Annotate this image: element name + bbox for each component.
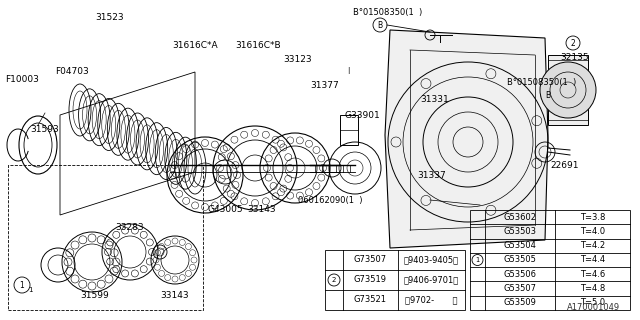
Text: G53602: G53602 <box>504 213 536 222</box>
Text: T=4.8: T=4.8 <box>580 284 605 293</box>
Text: 33123: 33123 <box>284 55 312 65</box>
Bar <box>548 55 588 125</box>
Text: G33901: G33901 <box>344 110 380 119</box>
Text: F04703: F04703 <box>55 68 89 76</box>
Text: 1: 1 <box>28 287 32 293</box>
Text: 31377: 31377 <box>310 81 339 90</box>
Text: T=3.8: T=3.8 <box>580 213 605 222</box>
Text: 33143: 33143 <box>248 205 276 214</box>
Text: 33283: 33283 <box>116 222 144 231</box>
Text: 31616C*A: 31616C*A <box>172 41 218 50</box>
Text: 2: 2 <box>332 277 336 283</box>
Text: G73507: G73507 <box>354 255 387 265</box>
Bar <box>340 115 358 145</box>
Polygon shape <box>385 30 548 248</box>
Text: 22691: 22691 <box>551 161 579 170</box>
Bar <box>548 60 588 120</box>
Text: B°01508350(1  ): B°01508350(1 ) <box>508 77 577 86</box>
Text: 32135: 32135 <box>561 52 589 61</box>
Text: 〧9403-9405〉: 〧9403-9405〉 <box>404 255 459 265</box>
Text: 1: 1 <box>476 257 479 263</box>
Text: G43005: G43005 <box>207 205 243 214</box>
Text: 〧9702-       〉: 〧9702- 〉 <box>405 295 458 305</box>
Text: G53507: G53507 <box>504 284 536 293</box>
Circle shape <box>540 62 596 118</box>
Text: B: B <box>545 91 550 100</box>
Bar <box>470 210 630 310</box>
Text: 2: 2 <box>571 38 575 47</box>
Text: 31337: 31337 <box>418 171 446 180</box>
Text: T=4.6: T=4.6 <box>580 270 605 279</box>
Text: |: | <box>347 67 349 74</box>
Text: T=5.0: T=5.0 <box>580 298 605 307</box>
Text: F10003: F10003 <box>5 76 39 84</box>
Text: 060162090(1  ): 060162090(1 ) <box>298 196 362 204</box>
Text: 〧9406-9701〉: 〧9406-9701〉 <box>404 276 459 284</box>
Text: G53509: G53509 <box>504 298 536 307</box>
Text: B: B <box>378 20 383 29</box>
Text: G53506: G53506 <box>504 270 536 279</box>
Text: 31331: 31331 <box>420 95 449 105</box>
Text: G73519: G73519 <box>354 276 387 284</box>
Text: 31599: 31599 <box>81 291 109 300</box>
Bar <box>8 165 203 310</box>
Text: T=4.4: T=4.4 <box>580 255 605 265</box>
Text: 1: 1 <box>20 281 24 290</box>
Text: A170001049: A170001049 <box>567 303 620 312</box>
Text: T=4.2: T=4.2 <box>580 241 605 250</box>
Text: B°01508350(1  ): B°01508350(1 ) <box>353 7 422 17</box>
Text: T=4.0: T=4.0 <box>580 227 605 236</box>
Text: 31523: 31523 <box>96 12 124 21</box>
Text: G53505: G53505 <box>504 255 536 265</box>
Text: G53504: G53504 <box>504 241 536 250</box>
Text: 33143: 33143 <box>161 291 189 300</box>
Bar <box>325 250 465 310</box>
Text: 31616C*B: 31616C*B <box>235 41 281 50</box>
Text: 31593: 31593 <box>31 125 60 134</box>
Text: G73521: G73521 <box>354 295 387 305</box>
Text: G53503: G53503 <box>504 227 536 236</box>
